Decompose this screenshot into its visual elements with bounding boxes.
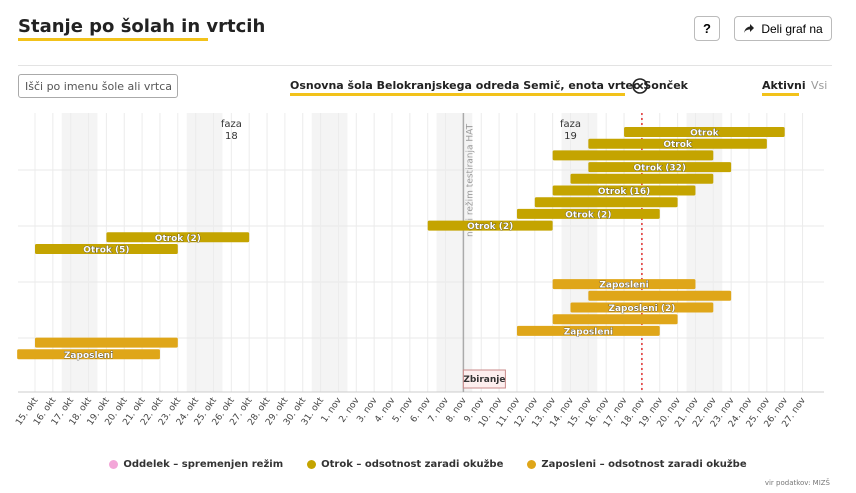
timeline-bar-zaposleni: [588, 290, 732, 301]
timeline-bar-otrok: [106, 232, 250, 243]
share-button-label: Deli graf na: [761, 21, 823, 36]
timeline-bar-zaposleni: [552, 279, 696, 290]
bar-label: Otrok (32): [634, 164, 686, 174]
bar-label: Otrok (2): [565, 210, 611, 220]
event-marker-box: [462, 369, 506, 389]
bar-label: Otrok (5): [83, 246, 129, 256]
legend-item-oddelek[interactable]: Oddelek – spremenjen režim: [109, 459, 283, 470]
phase-label: faza: [560, 119, 581, 130]
timeline-bar-zaposleni: [17, 349, 160, 360]
chart-legend: Oddelek – spremenjen režim Otrok – odsotn…: [0, 459, 856, 470]
timeline-bar-otrok: [35, 244, 178, 254]
share-button[interactable]: Deli graf na: [734, 16, 832, 41]
title-underline: [18, 38, 208, 41]
close-icon[interactable]: [632, 78, 648, 94]
timeline-bar-otrok: [516, 208, 660, 219]
timeline-bar-otrok: [427, 220, 553, 231]
legend-dot-icon: [109, 460, 119, 469]
bar-label: Otrok (16): [598, 187, 650, 197]
bar-label: Otrok (2): [467, 222, 513, 232]
phase-number: 18: [225, 131, 238, 142]
event-marker-label: Zbiranje: [463, 375, 505, 385]
legend-item-zaposleni[interactable]: Zaposleni – odsotnost zaradi okužbe: [527, 459, 747, 470]
weekend-band: [436, 113, 473, 392]
weekend-band: [186, 113, 223, 392]
header-divider: [18, 65, 832, 66]
filter-all-tab[interactable]: Vsi: [811, 79, 828, 92]
legend-label: Zaposleni – odsotnost zaradi okužbe: [541, 459, 747, 470]
timeline-bar-otrok: [552, 185, 696, 196]
timeline-bar-otrok: [624, 127, 785, 137]
legend-dot-icon: [527, 460, 537, 469]
bar-label: Zaposleni: [564, 327, 613, 337]
legend-label: Oddelek – spremenjen režim: [123, 459, 284, 470]
filter-active-underline: [762, 93, 799, 96]
legend-label: Otrok – odsotnost zaradi okužbe: [321, 459, 504, 470]
timeline-bar-otrok: [588, 138, 767, 149]
selected-school: Osnovna šola Belokranjskega odreda Semič…: [290, 79, 688, 92]
legend-dot-icon: [307, 460, 317, 469]
bar-label: Zaposleni: [599, 281, 648, 291]
timeline-bar-otrok: [534, 197, 678, 208]
timeline-bar-zaposleni: [516, 325, 660, 336]
page-title: Stanje po šolah in vrtcih: [18, 16, 266, 37]
bar-label: Zaposleni: [64, 351, 113, 361]
timeline-bar-otrok: [552, 150, 714, 161]
data-source: vir podatkov: MIZŠ: [764, 479, 830, 487]
search-input[interactable]: [18, 74, 178, 98]
bar-label: Otrok: [663, 140, 693, 150]
filter-active-tab[interactable]: Aktivni: [762, 79, 806, 92]
phase-label: faza: [221, 119, 242, 130]
bar-label: Otrok (2): [155, 234, 201, 244]
phase-number: 19: [564, 131, 577, 142]
timeline-bar-otrok: [570, 173, 714, 184]
timeline-bar-zaposleni: [570, 302, 714, 313]
bar-label: Zaposleni (2): [608, 304, 675, 314]
help-button[interactable]: ?: [694, 16, 720, 41]
selected-school-underline: [290, 93, 625, 96]
bar-label: Otrok: [690, 129, 720, 139]
legend-item-otrok[interactable]: Otrok – odsotnost zaradi okužbe: [307, 459, 503, 470]
timeline-bar-zaposleni: [35, 337, 178, 348]
hat-line-label: novi režim testiranja HAT: [465, 123, 475, 237]
weekend-band: [311, 113, 348, 392]
share-arrow-icon: [744, 23, 755, 33]
timeline-bar-otrok: [588, 162, 732, 173]
timeline-bar-zaposleni: [552, 314, 678, 325]
